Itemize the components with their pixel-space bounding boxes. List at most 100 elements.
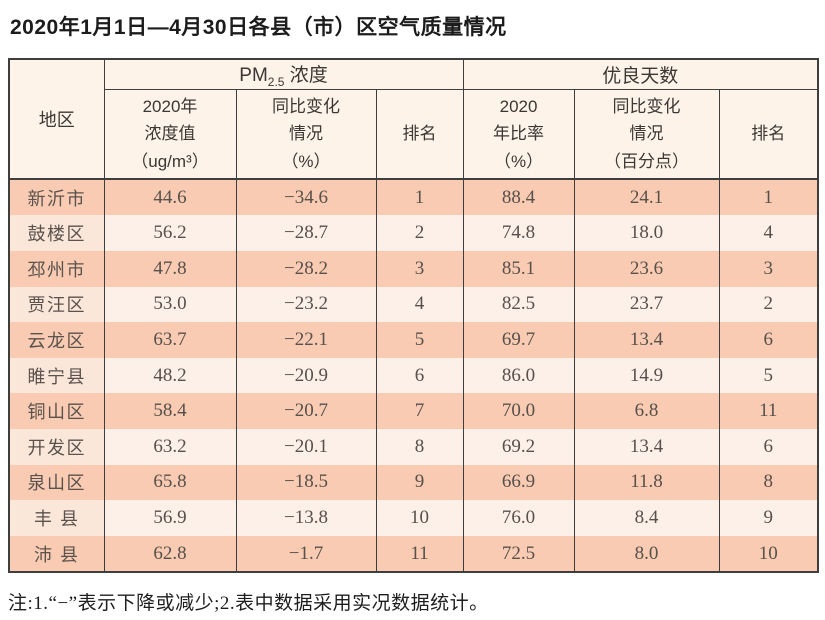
region-cell: 铜山区 [8,393,105,429]
pm25-label-suffix: 浓度 [284,65,328,86]
pm-change-cell: −20.9 [235,357,377,394]
pm-rank-cell: 7 [375,393,464,429]
pm-change-cell: −1.7 [235,535,377,573]
good-rank-cell: 1 [718,178,819,216]
good-change-cell: 23.6 [573,250,720,287]
good-change-cell: 18.0 [573,215,720,251]
good-ratio-cell: 85.1 [462,250,575,287]
pm-rank-cell: 4 [375,286,464,323]
pm-value-cell: 62.8 [103,535,237,573]
region-cell: 开发区 [8,428,105,465]
pm-change-cell: −28.7 [235,215,377,251]
pm-rank-cell: 1 [375,178,464,216]
good-ratio-cell: 72.5 [462,535,575,573]
pm-change-cell: −13.8 [235,500,377,536]
good-ratio-cell: 82.5 [462,286,575,323]
sub-header-row: 2020年 浓度值 （ug/m³） 同比变化 情况 （%） 排名 2020 年比… [9,89,819,179]
page-title: 2020年1月1日—4月30日各县（市）区空气质量情况 [10,16,507,39]
good-change-header: 同比变化 情况 （百分点） [573,89,720,179]
region-cell: 鼓楼区 [8,215,105,251]
air-quality-table: 地区 PM2.5 浓度 优良天数 2020年 浓度值 （ug/m³） 同比变化 … [8,58,820,574]
good-rank-header: 排名 [718,89,819,179]
table-row: 丰 县 56.9 −13.8 10 76.0 8.4 9 [8,500,819,536]
pm-rank-cell: 6 [375,357,464,394]
pm-value-header: 2020年 浓度值 （ug/m³） [103,89,237,179]
good-rank-cell: 2 [718,286,819,323]
pm25-group-header: PM2.5 浓度 [103,59,464,90]
good-days-group-header: 优良天数 [462,59,819,90]
pm-change-cell: −20.7 [235,393,377,429]
good-rank-cell: 6 [718,428,819,465]
table-row: 开发区 63.2 −20.1 8 69.2 13.4 6 [8,428,819,465]
group-header-row: 地区 PM2.5 浓度 优良天数 [8,59,819,179]
pm25-label-subscript: 2.5 [267,74,285,89]
pm-rank-cell: 10 [375,500,464,536]
pm-value-cell: 63.7 [103,322,237,358]
good-ratio-cell: 74.8 [462,215,575,251]
pm-value-cell: 56.2 [103,215,237,251]
good-rank-cell: 8 [718,464,819,501]
region-cell: 睢宁县 [8,357,105,394]
pm-change-cell: −34.6 [235,178,377,216]
pm-value-cell: 56.9 [103,500,237,536]
region-cell: 贾汪区 [8,286,105,323]
good-change-cell: 14.9 [573,357,720,394]
good-change-cell: 11.8 [573,464,720,501]
good-change-cell: 13.4 [573,322,720,358]
pm-value-cell: 65.8 [103,464,237,501]
table-row: 云龙区 63.7 −22.1 5 69.7 13.4 6 [8,322,819,358]
table-row: 邳州市 47.8 −28.2 3 85.1 23.6 3 [8,250,819,287]
good-ratio-cell: 69.7 [462,322,575,358]
good-change-cell: 24.1 [573,178,720,216]
good-rank-cell: 6 [718,322,819,358]
pm-rank-cell: 11 [375,535,464,573]
table-header: 地区 PM2.5 浓度 优良天数 2020年 浓度值 （ug/m³） 同比变化 … [8,59,819,179]
good-rank-cell: 5 [718,357,819,394]
good-rank-cell: 4 [718,215,819,251]
good-ratio-cell: 88.4 [462,178,575,216]
good-ratio-cell: 76.0 [462,500,575,536]
pm-rank-header: 排名 [375,89,464,179]
pm-value-cell: 63.2 [103,428,237,465]
pm-change-cell: −28.2 [235,250,377,287]
good-change-cell: 6.8 [573,393,720,429]
region-cell: 邳州市 [8,250,105,287]
table-row: 新沂市 44.6 −34.6 1 88.4 24.1 1 [8,178,819,216]
region-column-header: 地区 [8,59,105,179]
region-cell: 新沂市 [8,178,105,216]
good-ratio-cell: 69.2 [462,428,575,465]
region-cell: 沛 县 [8,535,105,573]
table-row: 泉山区 65.8 −18.5 9 66.9 11.8 8 [8,464,819,501]
good-change-cell: 23.7 [573,286,720,323]
region-cell: 丰 县 [8,500,105,536]
region-cell: 泉山区 [8,464,105,501]
pm-value-cell: 44.6 [103,178,237,216]
table-row: 贾汪区 53.0 −23.2 4 82.5 23.7 2 [8,286,819,323]
good-ratio-cell: 86.0 [462,357,575,394]
pm-rank-cell: 5 [375,322,464,358]
pm-rank-cell: 2 [375,215,464,251]
good-ratio-cell: 66.9 [462,464,575,501]
good-change-cell: 13.4 [573,428,720,465]
pm25-label-prefix: PM [239,65,268,86]
pm-value-cell: 53.0 [103,286,237,323]
good-ratio-cell: 70.0 [462,393,575,429]
table-row: 沛 县 62.8 −1.7 11 72.5 8.0 10 [8,535,819,573]
pm-value-cell: 58.4 [103,393,237,429]
pm-rank-cell: 8 [375,428,464,465]
region-cell: 云龙区 [8,322,105,358]
pm-change-header: 同比变化 情况 （%） [235,89,377,179]
table-row: 铜山区 58.4 −20.7 7 70.0 6.8 11 [8,393,819,429]
pm-rank-cell: 3 [375,250,464,287]
good-rank-cell: 9 [718,500,819,536]
table-body: 新沂市 44.6 −34.6 1 88.4 24.1 1 鼓楼区 56.2 −2… [8,178,819,573]
pm-change-cell: −20.1 [235,428,377,465]
pm-value-cell: 47.8 [103,250,237,287]
pm-change-cell: −18.5 [235,464,377,501]
pm-change-cell: −22.1 [235,322,377,358]
pm-value-cell: 48.2 [103,357,237,394]
pm-change-cell: −23.2 [235,286,377,323]
pm-rank-cell: 9 [375,464,464,501]
good-rank-cell: 10 [718,535,819,573]
